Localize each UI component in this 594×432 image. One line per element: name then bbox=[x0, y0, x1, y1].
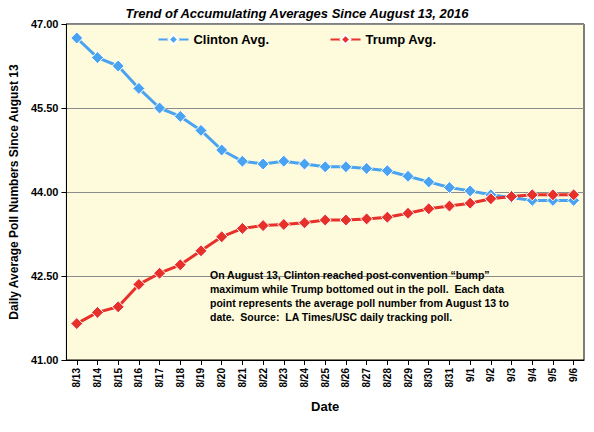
svg-text:8/14: 8/14 bbox=[92, 368, 103, 388]
svg-text:8/25: 8/25 bbox=[320, 368, 331, 388]
svg-text:maximum while Trump bottomed o: maximum while Trump bottomed out in the … bbox=[210, 283, 504, 295]
svg-text:8/23: 8/23 bbox=[278, 368, 289, 388]
svg-text:8/29: 8/29 bbox=[403, 368, 414, 388]
svg-text:8/24: 8/24 bbox=[299, 368, 310, 388]
svg-text:8/28: 8/28 bbox=[382, 368, 393, 388]
svg-text:8/13: 8/13 bbox=[71, 368, 82, 388]
svg-text:8/15: 8/15 bbox=[113, 368, 124, 388]
svg-text:8/16: 8/16 bbox=[133, 368, 144, 388]
svg-text:41.00: 41.00 bbox=[31, 354, 59, 366]
svg-text:8/30: 8/30 bbox=[423, 368, 434, 388]
svg-text:9/1: 9/1 bbox=[465, 368, 476, 382]
svg-text:8/22: 8/22 bbox=[258, 368, 269, 388]
svg-text:point represents the average p: point represents the average poll number… bbox=[210, 297, 509, 309]
svg-text:9/6: 9/6 bbox=[568, 368, 579, 382]
svg-text:8/19: 8/19 bbox=[195, 368, 206, 388]
svg-text:45.50: 45.50 bbox=[31, 102, 59, 114]
svg-text:Clinton Avg.: Clinton Avg. bbox=[193, 32, 269, 47]
svg-text:44.00: 44.00 bbox=[31, 186, 59, 198]
svg-text:8/26: 8/26 bbox=[340, 368, 351, 388]
svg-text:9/3: 9/3 bbox=[506, 368, 517, 382]
svg-text:8/27: 8/27 bbox=[361, 368, 372, 388]
svg-text:Daily Average Poll Numbers Sin: Daily Average Poll Numbers Since August … bbox=[7, 64, 21, 320]
svg-text:date. Source: LA Times/USC d: date. Source: LA Times/USC daily trackin… bbox=[210, 311, 452, 323]
svg-text:8/17: 8/17 bbox=[154, 368, 165, 388]
svg-text:8/20: 8/20 bbox=[216, 368, 227, 388]
svg-text:8/21: 8/21 bbox=[237, 368, 248, 388]
svg-text:9/4: 9/4 bbox=[527, 368, 538, 382]
svg-text:47.00: 47.00 bbox=[31, 18, 59, 30]
svg-text:9/2: 9/2 bbox=[485, 368, 496, 382]
svg-text:Trump Avg.: Trump Avg. bbox=[366, 32, 437, 47]
svg-text:Date: Date bbox=[311, 399, 339, 414]
svg-text:8/18: 8/18 bbox=[175, 368, 186, 388]
svg-text:Trend of Accumulating Averages: Trend of Accumulating Averages Since Aug… bbox=[126, 6, 470, 21]
svg-text:9/5: 9/5 bbox=[547, 368, 558, 382]
svg-text:On August 13, Clinton reached: On August 13, Clinton reached post-conve… bbox=[210, 269, 490, 281]
svg-text:8/31: 8/31 bbox=[444, 368, 455, 388]
svg-text:42.50: 42.50 bbox=[31, 270, 59, 282]
